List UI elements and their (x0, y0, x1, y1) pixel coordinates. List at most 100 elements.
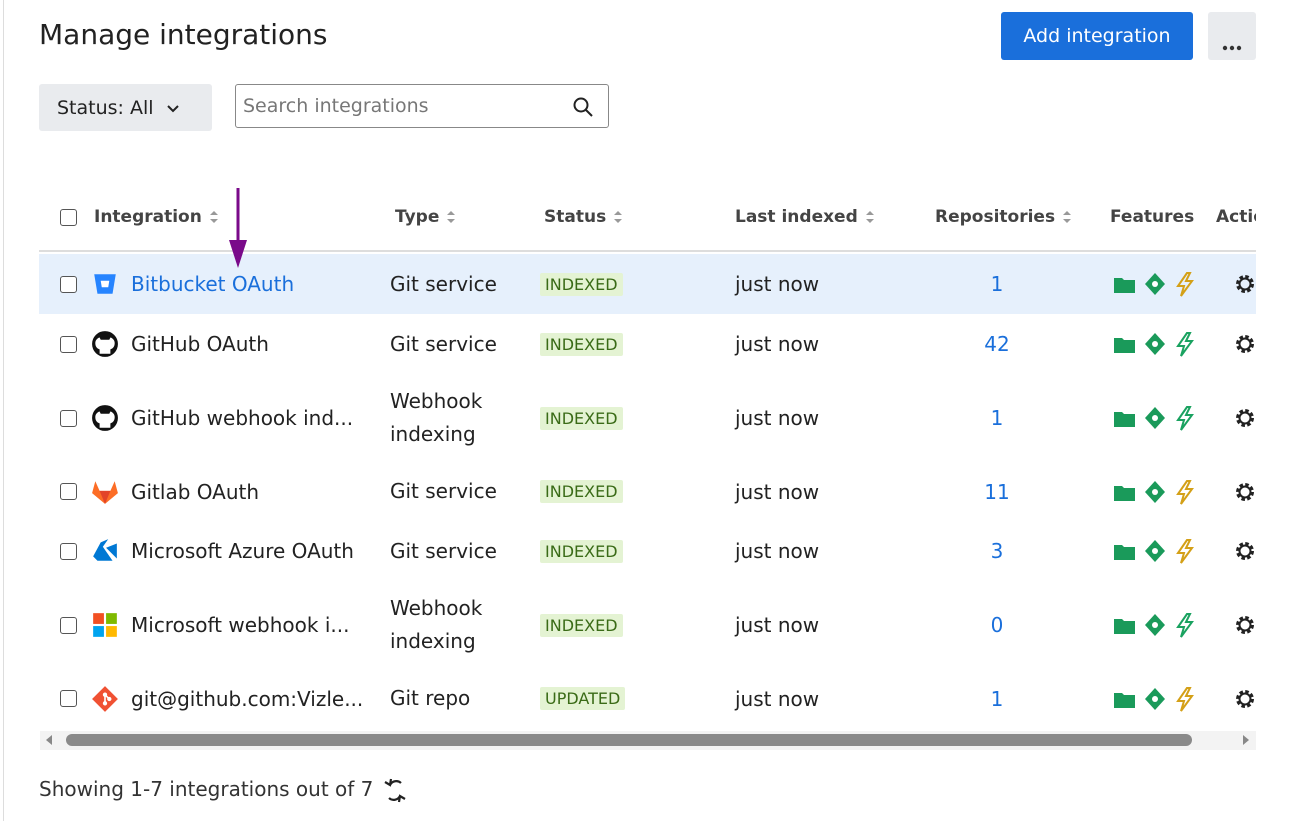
settings-icon[interactable] (1234, 688, 1256, 710)
settings-icon[interactable] (1234, 540, 1256, 562)
select-all-checkbox[interactable] (60, 209, 77, 226)
integration-name[interactable]: GitHub OAuth (131, 332, 269, 356)
feature-icons (1114, 406, 1194, 431)
settings-icon[interactable] (1234, 481, 1256, 503)
settings-icon[interactable] (1234, 614, 1256, 636)
actions-cell (1234, 521, 1256, 581)
type-cell: Git service (390, 254, 515, 314)
repositories-count[interactable]: 3 (990, 539, 1004, 563)
column-header[interactable]: Status (544, 207, 624, 227)
column-header[interactable]: Repositories (935, 207, 1073, 227)
repositories-count[interactable]: 1 (990, 686, 1004, 711)
integration-icon-cell (91, 669, 119, 728)
type-cell: Webhook indexing (390, 374, 515, 462)
settings-icon[interactable] (1234, 407, 1256, 429)
table-row: git@github.com:Vizle... Git repo UPDATED ju… (39, 669, 1256, 729)
repositories-count[interactable]: 0 (990, 613, 1004, 637)
status-filter[interactable]: Status: All (39, 84, 212, 131)
integration-name[interactable]: Microsoft webhook i... (131, 613, 350, 637)
status-badge: INDEXED (540, 539, 623, 563)
column-header[interactable]: Integration (94, 207, 220, 227)
last-indexed-text: just now (735, 686, 820, 711)
sort-icon[interactable] (864, 209, 876, 225)
integration-cell: git@github.com:Vizle... (131, 669, 363, 728)
table-row: GitHub webhook ind... Webhook indexing IND… (39, 374, 1256, 463)
last-indexed-cell: just now (735, 581, 819, 669)
column-header: Features (1110, 207, 1194, 227)
type-cell: Webhook indexing (390, 581, 515, 669)
repositories-count[interactable]: 11 (984, 479, 1010, 504)
integration-name[interactable]: Microsoft Azure OAuth (131, 539, 354, 563)
row-checkbox[interactable] (60, 335, 77, 353)
status-filter-label: Status: All (57, 96, 154, 119)
features-cell (1113, 521, 1203, 581)
checkbox-cell (60, 462, 77, 521)
sort-icon[interactable] (208, 209, 220, 225)
type-cell: Git repo (390, 669, 515, 728)
features-cell (1113, 669, 1203, 728)
feature-icons (1114, 613, 1194, 638)
feature-icons (1114, 539, 1194, 564)
search-input[interactable]: Search integrations (235, 84, 609, 128)
sort-icon[interactable] (445, 209, 457, 225)
column-header[interactable]: Last indexed (735, 207, 876, 227)
column-header-label: Actions (1216, 207, 1256, 227)
last-indexed-text: just now (735, 332, 820, 356)
search-placeholder: Search integrations (243, 95, 429, 117)
integration-cell: Bitbucket OAuth (131, 254, 294, 314)
checkbox-cell (60, 314, 77, 374)
row-checkbox[interactable] (60, 542, 77, 560)
repositories-cell: 1 (957, 374, 1037, 462)
last-indexed-cell: just now (735, 521, 819, 581)
status-cell: INDEXED (540, 581, 623, 669)
more-icon (1222, 45, 1242, 51)
status-badge: INDEXED (540, 406, 623, 430)
actions-cell (1234, 669, 1256, 728)
repositories-cell: 42 (957, 314, 1037, 374)
status-badge: INDEXED (540, 272, 623, 296)
repositories-count[interactable]: 1 (990, 272, 1004, 296)
more-button[interactable] (1208, 12, 1256, 60)
repositories-cell: 1 (957, 669, 1037, 728)
settings-icon[interactable] (1234, 273, 1256, 295)
table-row: Bitbucket OAuth Git service INDEXED just no… (39, 254, 1256, 315)
sort-icon[interactable] (1061, 209, 1073, 225)
column-header-label: Last indexed (735, 207, 858, 227)
integration-icon-cell (91, 254, 119, 314)
integration-name[interactable]: GitHub webhook ind... (131, 406, 354, 430)
integration-cell: GitHub webhook ind... (131, 374, 353, 462)
integration-cell: Microsoft webhook i... (131, 581, 349, 669)
repositories-cell: 1 (957, 254, 1037, 314)
sort-icon[interactable] (612, 209, 624, 225)
integration-cell: GitHub OAuth (131, 314, 269, 374)
features-cell (1113, 314, 1203, 374)
row-checkbox[interactable] (60, 483, 77, 500)
add-integration-button[interactable]: Add integration (1001, 12, 1193, 60)
integration-icon-cell (91, 521, 119, 581)
status-badge: INDEXED (540, 332, 623, 356)
column-header-label: Type (395, 207, 440, 227)
actions-cell (1234, 374, 1256, 462)
column-header: Actions (1216, 207, 1256, 227)
last-indexed-text: just now (735, 272, 820, 296)
repositories-count[interactable]: 1 (990, 406, 1004, 430)
actions-cell (1234, 581, 1256, 669)
settings-icon[interactable] (1234, 333, 1256, 355)
last-indexed-cell: just now (735, 669, 819, 728)
row-checkbox[interactable] (60, 409, 77, 427)
column-header[interactable]: Type (395, 207, 457, 227)
row-checkbox[interactable] (60, 616, 77, 634)
last-indexed-text: just now (735, 613, 820, 637)
integration-name[interactable]: Bitbucket OAuth (131, 272, 295, 296)
row-checkbox[interactable] (60, 690, 77, 707)
type-cell: Git service (390, 462, 515, 521)
feature-icons (1114, 272, 1194, 297)
repositories-count[interactable]: 42 (984, 332, 1010, 356)
integration-icon (93, 539, 117, 561)
integration-name[interactable]: git@github.com:Vizle... (131, 686, 364, 711)
row-checkbox[interactable] (60, 275, 77, 293)
checkbox-cell (60, 254, 77, 314)
integration-name[interactable]: Gitlab OAuth (131, 479, 260, 504)
feature-icons (1114, 479, 1194, 505)
